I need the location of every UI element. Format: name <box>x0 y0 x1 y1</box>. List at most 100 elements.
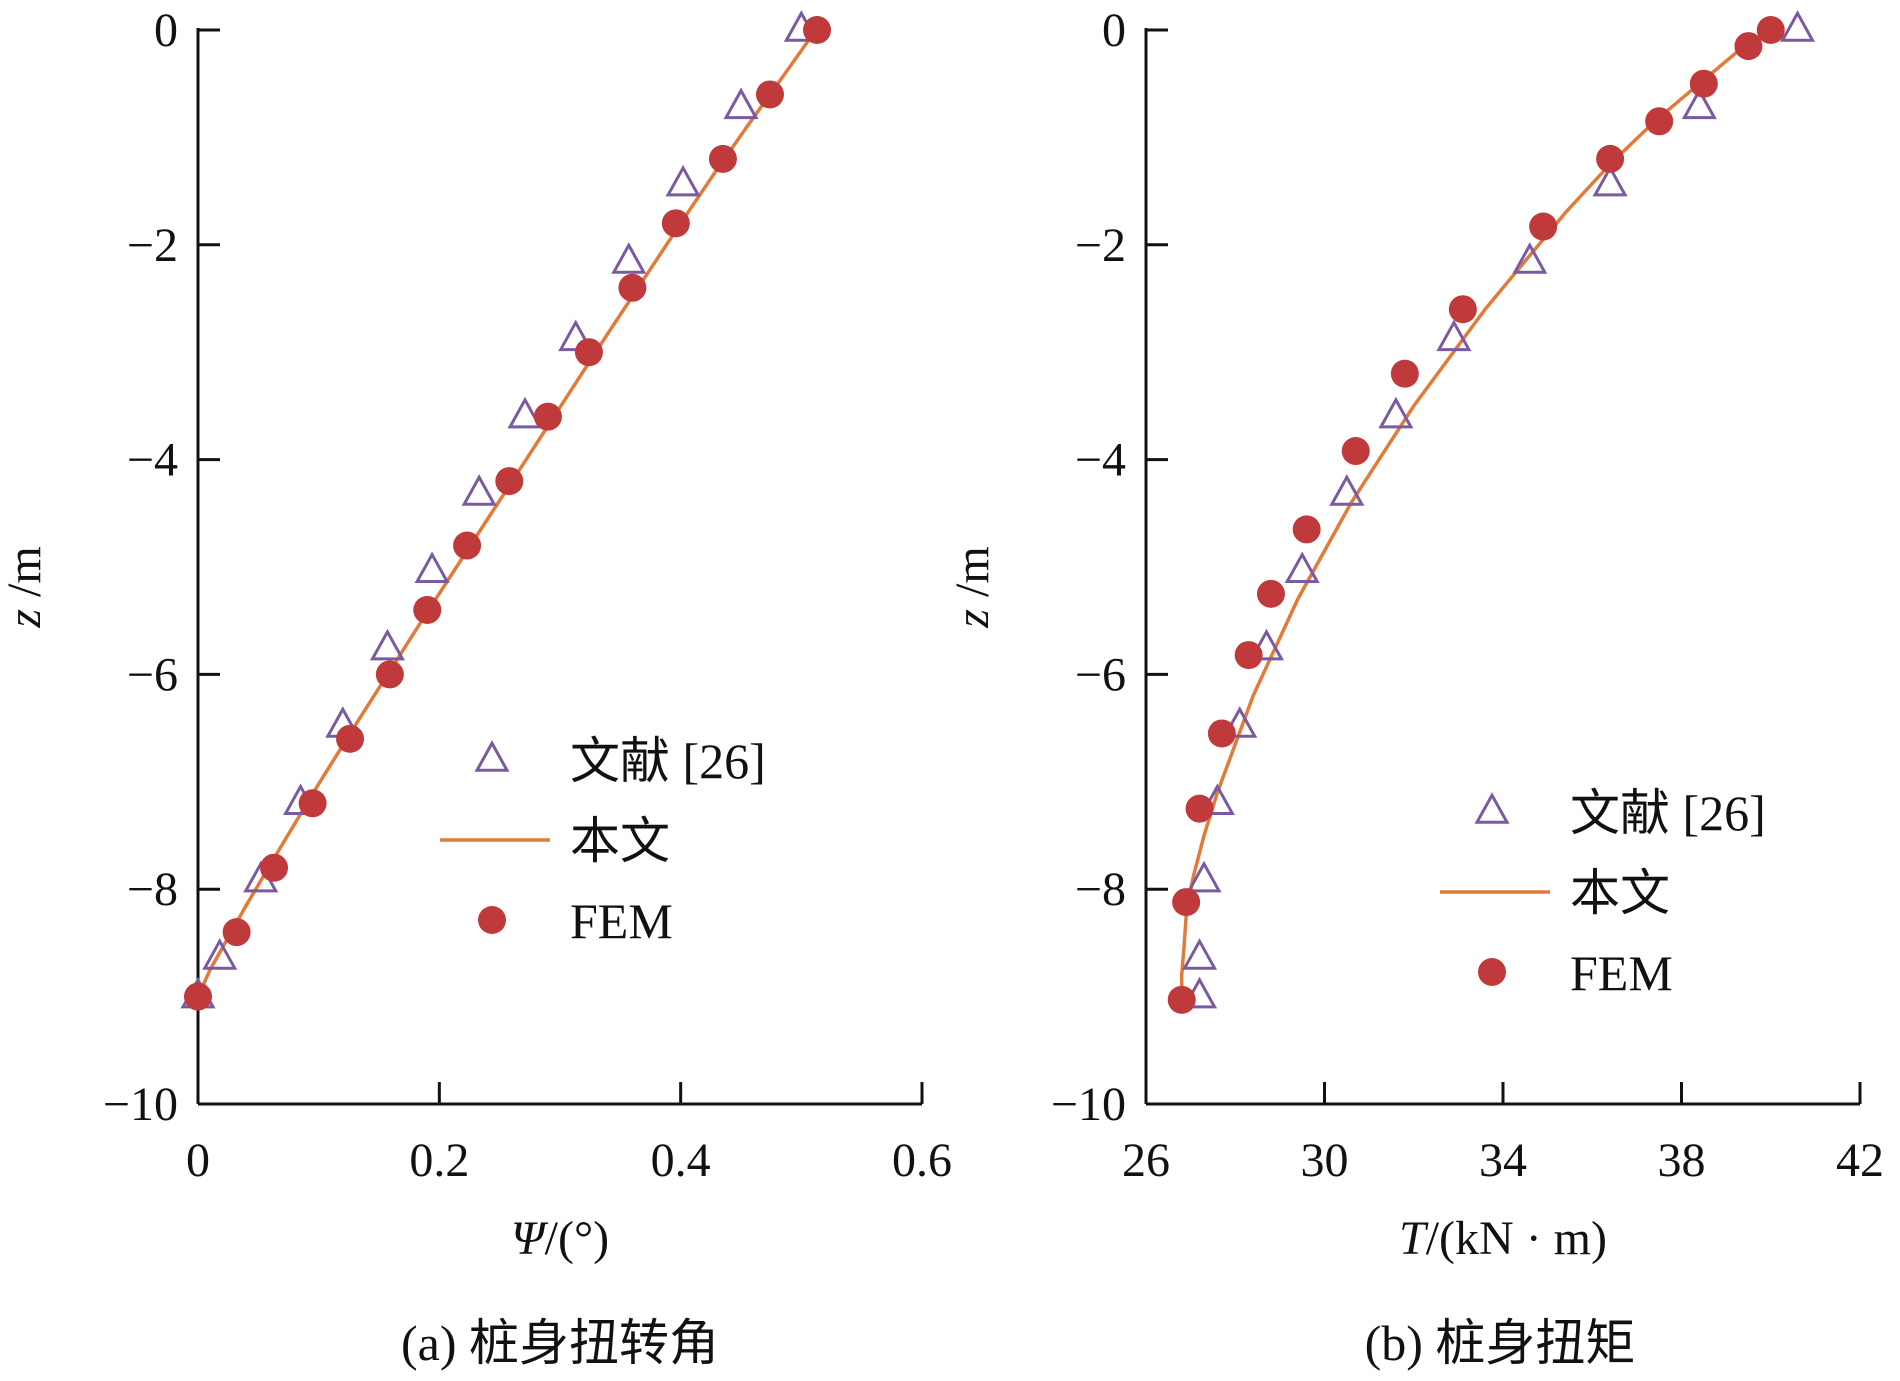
ref-triangle-point <box>414 551 450 584</box>
x-tick-label: 0.6 <box>892 1134 952 1187</box>
series-line-bentwen <box>1179 28 1781 997</box>
fem-point <box>755 80 784 109</box>
legend-circle-icon <box>1478 958 1506 986</box>
fem-point <box>1596 144 1625 173</box>
fem-point <box>1734 32 1763 61</box>
fem-point <box>1172 888 1201 917</box>
y-tick-label: 0 <box>1102 4 1126 57</box>
fem-point <box>453 531 482 560</box>
fem-point <box>1167 985 1196 1014</box>
ref-triangle-point <box>1248 628 1285 661</box>
x-tick-label: 38 <box>1658 1134 1706 1187</box>
ref-triangle-point <box>1222 706 1258 738</box>
fem-point <box>1448 295 1477 324</box>
y-tick-label: 0 <box>154 4 178 57</box>
legend-label-ref: 文献 [26] <box>570 733 766 789</box>
fem-point <box>222 918 251 947</box>
ref-triangle-point <box>1436 319 1472 352</box>
x-tick-label: 0.4 <box>651 1134 711 1187</box>
x-tick-label: 30 <box>1301 1134 1349 1187</box>
ref-triangle-point <box>723 87 759 120</box>
y-tick-label: −8 <box>1075 863 1126 916</box>
ref-triangle-point <box>665 164 701 197</box>
y-axis-label: z /m <box>946 546 999 628</box>
legend-triangle-icon <box>474 740 510 772</box>
ref-triangle-point <box>1592 164 1628 197</box>
fem-point <box>661 209 690 238</box>
fem-point <box>803 16 832 44</box>
x-tick-label: 42 <box>1836 1134 1884 1187</box>
legend-label-line: 本文 <box>570 813 670 869</box>
legend-label-ref: 文献 [26] <box>1570 785 1766 841</box>
legend-label-fem: FEM <box>570 893 673 949</box>
ref-triangle-point <box>1779 10 1816 42</box>
fem-point <box>375 660 404 689</box>
ref-triangle-point <box>461 474 497 506</box>
fem-point <box>413 595 442 624</box>
legend-triangle-icon <box>1474 792 1510 824</box>
x-tick-label: 0.2 <box>409 1134 469 1187</box>
y-tick-label: −4 <box>127 434 178 487</box>
x-axis-symbol: T <box>1399 1212 1429 1265</box>
y-axis-label: z /m <box>0 546 51 628</box>
fem-point <box>618 273 647 302</box>
panel-caption: (b) 桩身扭矩 <box>1365 1315 1636 1371</box>
y-tick-label: −10 <box>1051 1078 1126 1131</box>
y-axis-symbol: z <box>946 609 999 629</box>
fem-point <box>1341 437 1370 466</box>
x-tick-label: 0 <box>186 1134 210 1187</box>
y-tick-label: −2 <box>127 219 178 272</box>
fem-point <box>495 467 524 496</box>
fem-point <box>1256 579 1285 608</box>
series-line-bentwen <box>196 28 818 998</box>
fem-point <box>260 853 289 882</box>
y-tick-label: −6 <box>1075 648 1126 701</box>
ref-triangle-point <box>1186 860 1222 893</box>
fem-point <box>1185 794 1214 823</box>
y-axis-unit: /m <box>946 546 999 609</box>
legend: 文献 [26] 本文 FEM <box>1440 785 1766 1001</box>
y-axis-unit: /m <box>0 546 51 609</box>
y-tick-label: −4 <box>1075 434 1126 487</box>
legend-circle-icon <box>478 906 506 934</box>
ref-triangle-point <box>369 628 405 661</box>
fem-point <box>533 402 562 431</box>
ref-triangle-point <box>202 938 238 970</box>
legend-label-fem: FEM <box>1570 945 1673 1001</box>
ref-triangle-point <box>1681 87 1717 120</box>
fem-point <box>574 338 603 367</box>
ref-triangle-point <box>1284 551 1320 584</box>
x-axis-unit: /(kN · m) <box>1426 1212 1607 1265</box>
x-axis-label: T/(kN · m) <box>1399 1212 1607 1265</box>
y-tick-label: −6 <box>127 648 178 701</box>
ref-triangle-point <box>1378 396 1414 429</box>
ref-triangle-point <box>1512 242 1548 274</box>
x-tick-label: 26 <box>1122 1134 1170 1187</box>
fem-point <box>1390 359 1419 388</box>
chart-panel-a: 0−2−4−6−8−100 0.2 0.4 0.6z /mΨ/(°)文献 [26]本文… <box>0 4 952 1371</box>
legend-label-line: 本文 <box>1570 865 1670 921</box>
fem-point <box>1529 212 1558 241</box>
fem-point <box>1292 515 1321 544</box>
ref-triangle-point <box>507 396 543 429</box>
fem-point <box>184 982 212 1011</box>
panel-caption: (a) 桩身扭转角 <box>401 1315 719 1371</box>
x-tick-label: 34 <box>1479 1134 1527 1187</box>
x-axis-unit: /(°) <box>545 1212 610 1265</box>
ref-triangle-point <box>611 242 647 274</box>
fem-point <box>1645 107 1674 136</box>
ref-triangle-point <box>1329 474 1365 506</box>
fem-point <box>336 724 365 753</box>
legend: 文献 [26] 本文 FEM <box>440 733 766 949</box>
x-axis-label: Ψ/(°) <box>511 1212 609 1265</box>
ref-triangle-point <box>1182 938 1218 970</box>
y-tick-label: −8 <box>127 863 178 916</box>
fem-point <box>1234 641 1263 670</box>
fem-point <box>1207 719 1236 748</box>
y-tick-label: −2 <box>1075 219 1126 272</box>
x-axis-symbol: Ψ <box>511 1212 549 1265</box>
fem-point <box>1756 16 1785 44</box>
fem-point <box>298 789 327 818</box>
